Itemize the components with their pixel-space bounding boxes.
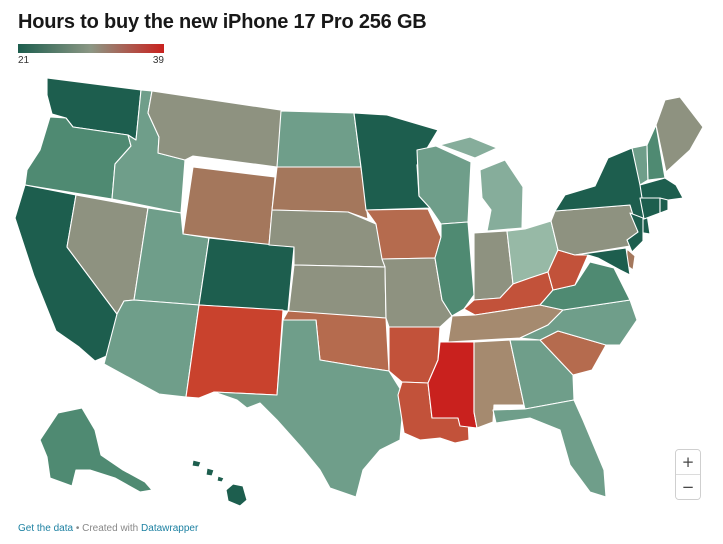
state-sd: [271, 166, 369, 220]
state-nc: [519, 299, 638, 346]
state-ks: [287, 264, 387, 319]
legend-gradient-bar: [18, 44, 164, 53]
state-md: [574, 247, 631, 276]
state-co: [198, 237, 295, 312]
footer-separator-text: • Created with: [73, 523, 142, 534]
chart-title: Hours to buy the new iPhone 17 Pro 256 G…: [18, 11, 427, 33]
legend-max-label: 39: [152, 55, 164, 66]
state-nj: [626, 212, 644, 253]
state-hi: [191, 459, 248, 507]
state-ri: [659, 197, 669, 214]
state-pa: [550, 204, 639, 256]
state-tx: [213, 319, 405, 498]
zoom-divider: [676, 474, 700, 475]
state-wy: [182, 166, 276, 246]
state-nd: [276, 110, 362, 168]
state-nm: [185, 304, 284, 399]
state-mt: [147, 90, 288, 168]
footer-credits: Get the data • Created with Datawrapper: [18, 523, 198, 534]
color-legend: 21 39: [18, 44, 164, 69]
state-me: [655, 96, 704, 173]
zoom-in-button[interactable]: +: [676, 450, 700, 474]
state-ak: [39, 407, 153, 493]
state-mi: [439, 136, 524, 232]
state-ct: [639, 197, 661, 220]
state-az: [103, 299, 200, 398]
zoom-controls: + −: [675, 449, 701, 500]
get-the-data-link[interactable]: Get the data: [18, 523, 74, 534]
zoom-out-button[interactable]: −: [676, 475, 700, 499]
state-fl: [492, 399, 607, 498]
datawrapper-link[interactable]: Datawrapper: [141, 523, 199, 534]
legend-min-label: 21: [18, 55, 30, 66]
